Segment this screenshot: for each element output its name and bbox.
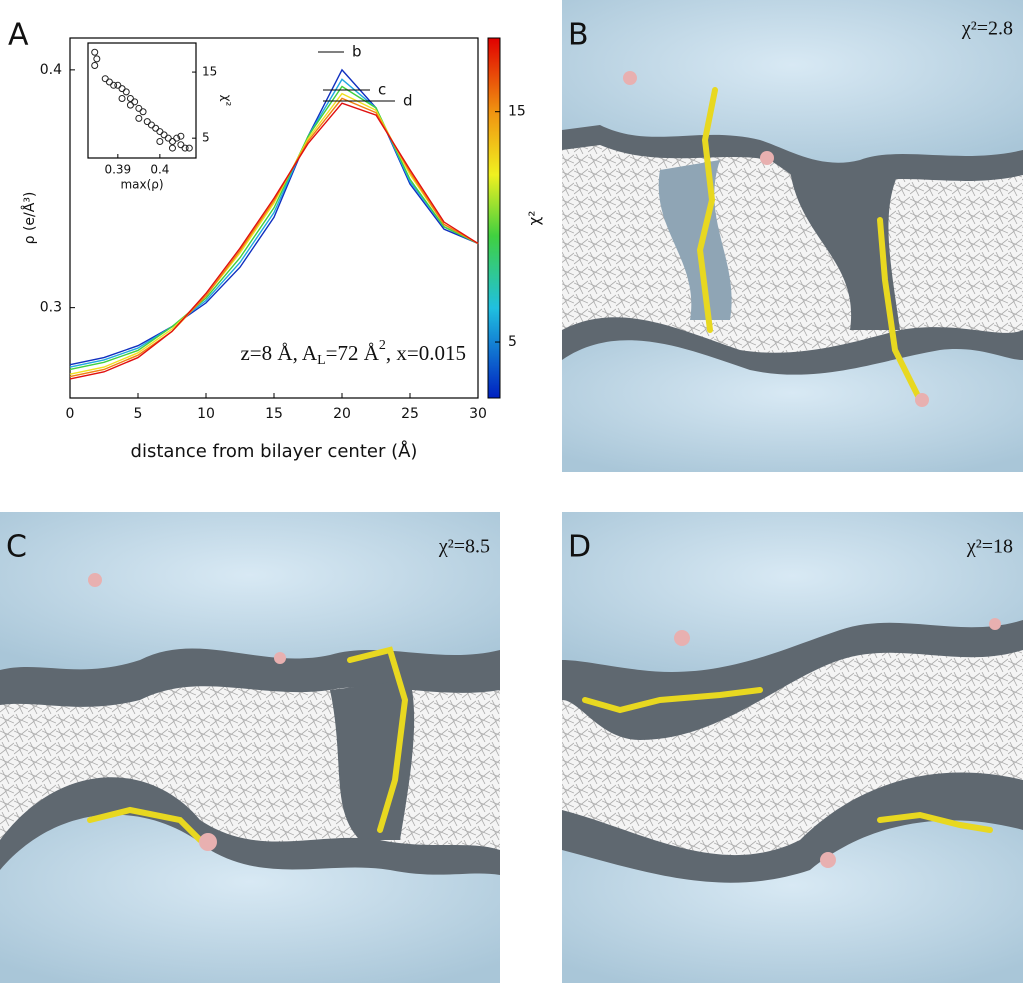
x-tick-label: 0.4 — [150, 163, 169, 177]
panel-label: C — [6, 530, 27, 565]
x-axis-label: distance from bilayer center (Å) — [131, 440, 418, 462]
scatter-point — [177, 141, 185, 149]
scatter-point — [122, 88, 130, 96]
density-curve — [69, 78, 479, 368]
y-axis-label: χ² — [220, 95, 234, 107]
x-tick-label: 20 — [333, 406, 351, 422]
panel-caption: χ²=8.5 — [438, 536, 490, 558]
scatter-point — [143, 118, 151, 126]
colorbar-tick-label: 5 — [508, 334, 517, 350]
condition-text-part: L — [317, 353, 326, 368]
scatter-point — [139, 108, 147, 116]
panel-label: A — [8, 18, 29, 53]
annotation: c — [378, 81, 386, 99]
scatter-point — [177, 132, 185, 140]
scatter-point — [114, 81, 122, 89]
scatter-point — [168, 137, 176, 145]
x-tick-label: 0.39 — [104, 163, 131, 177]
inset-frame — [87, 42, 197, 159]
x-axis-label: max(ρ) — [120, 178, 163, 192]
panel-caption: χ²=18 — [966, 536, 1013, 558]
scatter-point — [164, 134, 172, 142]
annotation: d — [403, 92, 413, 110]
scatter-point — [135, 114, 143, 122]
condition-text-part: z=8 Å, A — [240, 341, 317, 365]
scatter-point — [168, 144, 176, 152]
x-tick-label: 10 — [197, 406, 215, 422]
condition-text-part: =72 Å — [326, 341, 380, 365]
scatter-point — [118, 95, 126, 103]
x-tick-label: 15 — [265, 406, 283, 422]
density-curve — [69, 97, 479, 378]
scatter-point — [135, 104, 143, 112]
scatter-point — [160, 131, 168, 139]
panel-c-render — [0, 512, 500, 983]
scatter-point — [91, 61, 99, 69]
scatter-point — [156, 137, 164, 145]
panel-b-render — [562, 0, 1023, 472]
y-axis-label: ρ (e/Å³) — [21, 192, 38, 245]
scatter-point — [181, 144, 189, 152]
density-curve — [69, 92, 479, 375]
scatter-point — [131, 98, 139, 106]
panel-d-render — [562, 512, 1023, 983]
scatter-point — [173, 134, 181, 142]
density-curve — [69, 68, 479, 366]
y-tick-label: 15 — [202, 65, 217, 79]
panel-caption: χ²=2.8 — [961, 18, 1013, 40]
scatter-point — [118, 85, 126, 93]
scatter-point — [93, 55, 101, 63]
colorbar-label: χ² — [526, 211, 544, 226]
condition-text-part: , x=0.015 — [386, 341, 466, 365]
scatter-point — [101, 75, 109, 83]
density-curve — [69, 85, 479, 371]
scatter-point — [147, 121, 155, 129]
colorbar-tick-label: 15 — [508, 104, 526, 120]
annotation: b — [352, 43, 362, 61]
panel-label: D — [568, 530, 591, 565]
x-tick-label: 30 — [469, 406, 487, 422]
scatter-point — [126, 101, 134, 109]
x-tick-label: 0 — [66, 406, 75, 422]
condition-text: z=8 Å, AL=72 Å2, x=0.015 — [240, 338, 466, 368]
scatter-point — [91, 48, 99, 56]
density-curve — [69, 102, 479, 380]
scatter-point — [126, 95, 134, 103]
x-tick-label: 5 — [134, 406, 143, 422]
scatter-point — [110, 81, 118, 89]
y-tick-label: 5 — [202, 131, 210, 145]
scatter-point — [152, 124, 160, 132]
x-tick-label: 25 — [401, 406, 419, 422]
panel-label: B — [568, 18, 589, 53]
scatter-point — [156, 128, 164, 136]
y-tick-label: 0.3 — [40, 300, 62, 316]
scatter-point — [185, 144, 193, 152]
condition-text-part: 2 — [379, 338, 386, 353]
scatter-point — [105, 78, 113, 86]
y-tick-label: 0.4 — [40, 62, 62, 78]
colorbar — [487, 37, 501, 399]
